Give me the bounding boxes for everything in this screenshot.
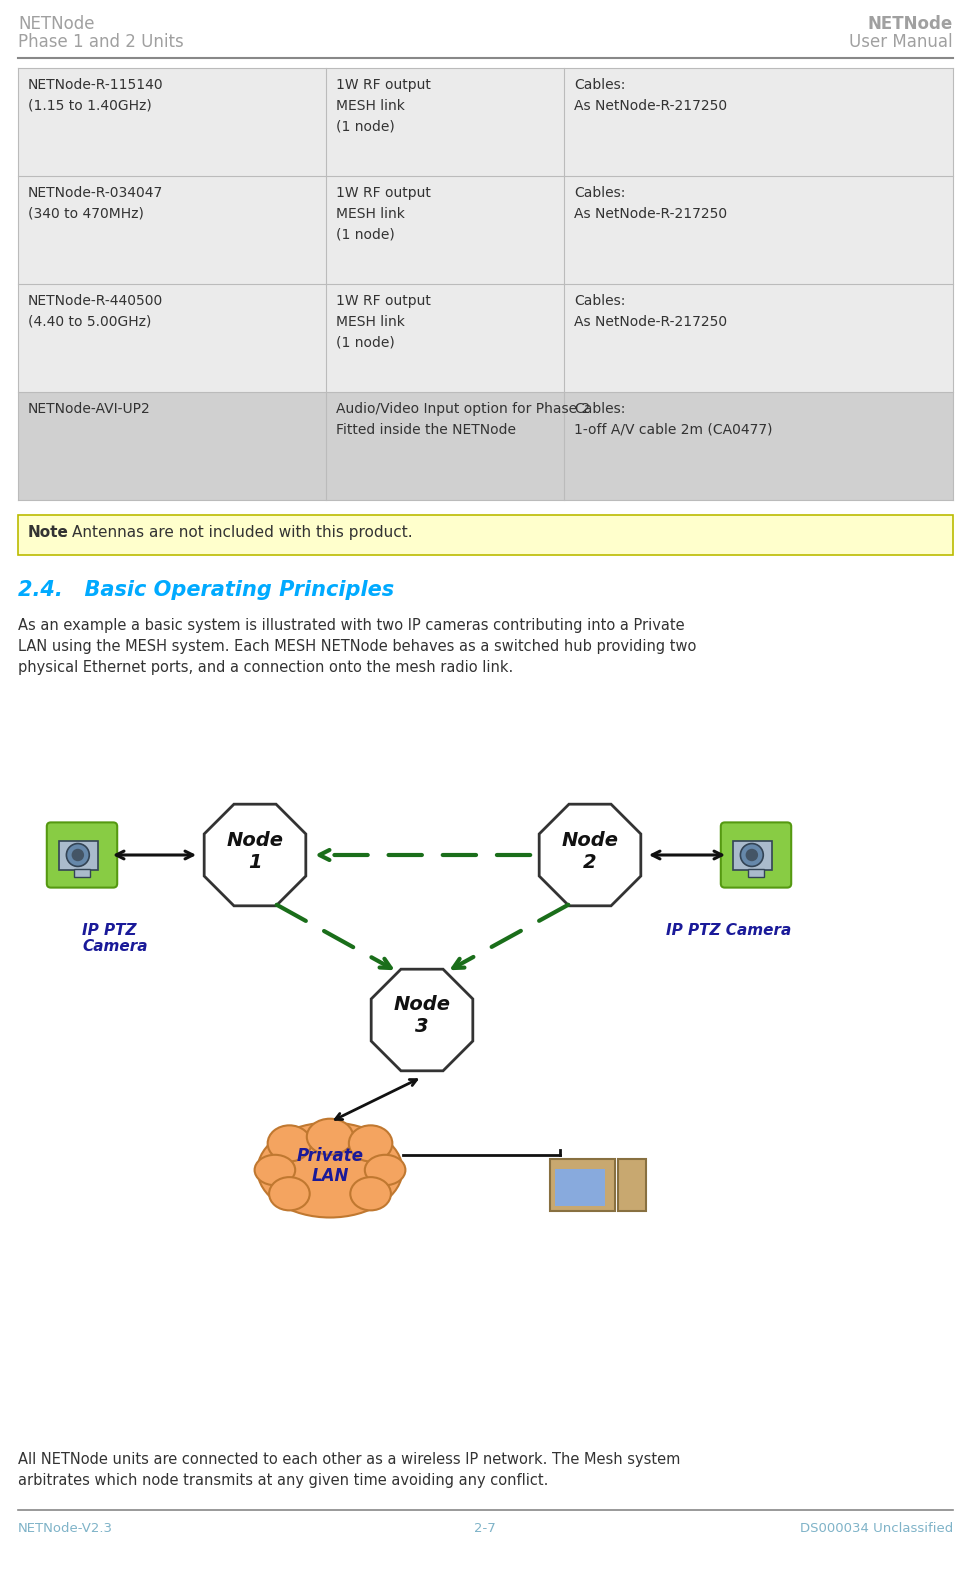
Ellipse shape [351,1177,391,1210]
FancyBboxPatch shape [47,822,117,888]
Text: As an example a basic system is illustrated with two IP cameras contributing int: As an example a basic system is illustra… [18,617,696,676]
Bar [618,1159,646,1211]
Bar [18,284,953,392]
Text: Cables:
As NetNode-R-217250: Cables: As NetNode-R-217250 [574,186,727,221]
Bar [18,515,953,554]
FancyBboxPatch shape [720,822,791,888]
Text: All NETNode units are connected to each other as a wireless IP network. The Mesh: All NETNode units are connected to each … [18,1452,681,1488]
Text: Cables:
As NetNode-R-217250: Cables: As NetNode-R-217250 [574,79,727,112]
Text: 1W RF output
MESH link
(1 node): 1W RF output MESH link (1 node) [336,79,431,134]
Text: Phase 1 and 2 Units: Phase 1 and 2 Units [18,33,184,50]
Polygon shape [371,969,473,1071]
Polygon shape [204,805,306,906]
Circle shape [66,844,89,866]
Circle shape [746,849,758,862]
Bar [732,841,772,869]
Text: 1W RF output
MESH link
(1 node): 1W RF output MESH link (1 node) [336,186,431,241]
Polygon shape [539,805,641,906]
Text: Cables:
1-off A/V cable 2m (CA0477): Cables: 1-off A/V cable 2m (CA0477) [574,402,773,436]
Text: : Antennas are not included with this product.: : Antennas are not included with this pr… [62,524,413,540]
Bar [18,68,953,176]
Text: NETNode: NETNode [18,16,94,33]
Text: NETNode-AVI-UP2: NETNode-AVI-UP2 [28,402,151,416]
Ellipse shape [307,1118,353,1154]
Text: NETNode-R-440500
(4.40 to 5.00GHz): NETNode-R-440500 (4.40 to 5.00GHz) [28,295,163,329]
Text: Audio/Video Input option for Phase 2
Fitted inside the NETNode: Audio/Video Input option for Phase 2 Fit… [336,402,590,436]
Ellipse shape [269,1177,310,1210]
Text: Private
LAN: Private LAN [296,1147,363,1186]
Bar [550,1159,615,1211]
Bar [18,392,953,499]
Text: NETNode-V2.3: NETNode-V2.3 [18,1521,113,1536]
Text: Node
2: Node 2 [561,830,619,871]
Text: Note: Note [28,524,69,540]
Bar [555,1169,605,1206]
Bar [749,868,764,877]
Circle shape [72,849,84,862]
Text: Node
3: Node 3 [393,995,451,1036]
Ellipse shape [268,1126,311,1161]
Text: 2-7: 2-7 [474,1521,496,1536]
Bar [58,841,98,869]
Text: 2.4.   Basic Operating Principles: 2.4. Basic Operating Principles [18,580,394,600]
Bar [18,176,953,284]
Text: Cables:
As NetNode-R-217250: Cables: As NetNode-R-217250 [574,295,727,329]
Text: NETNode-R-115140
(1.15 to 1.40GHz): NETNode-R-115140 (1.15 to 1.40GHz) [28,79,164,112]
Circle shape [741,844,763,866]
Ellipse shape [365,1154,406,1186]
Text: Node
1: Node 1 [226,830,284,871]
Ellipse shape [254,1154,295,1186]
Text: IP PTZ Camera: IP PTZ Camera [666,923,791,939]
Text: Camera: Camera [82,939,148,954]
Text: NETNode-R-034047
(340 to 470MHz): NETNode-R-034047 (340 to 470MHz) [28,186,163,221]
Text: 1W RF output
MESH link
(1 node): 1W RF output MESH link (1 node) [336,295,431,350]
Text: DS000034 Unclassified: DS000034 Unclassified [800,1521,953,1536]
Text: NETNode: NETNode [868,16,953,33]
Bar [74,868,89,877]
Text: IP PTZ: IP PTZ [82,923,137,939]
Ellipse shape [349,1126,392,1161]
Text: User Manual: User Manual [850,33,953,50]
Ellipse shape [257,1123,403,1217]
